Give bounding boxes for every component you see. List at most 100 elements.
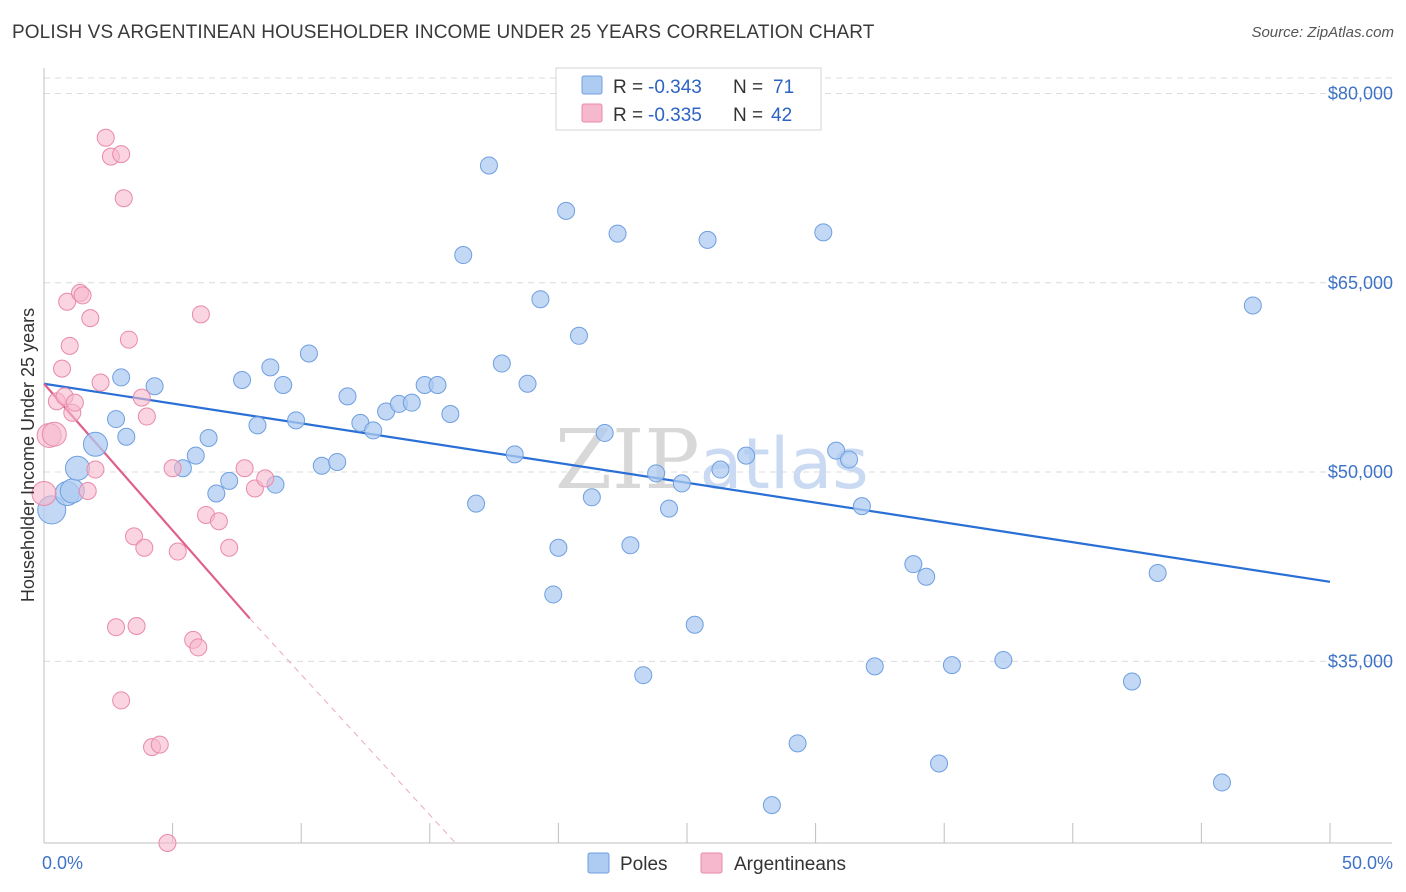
legend-argentineans-r-value: -0.335 bbox=[648, 105, 702, 126]
argentineans-point bbox=[114, 189, 133, 208]
argentineans-point bbox=[168, 542, 187, 561]
poles-point bbox=[698, 230, 717, 249]
watermark: ZIPatlas bbox=[555, 413, 869, 508]
y-tick-labels: $35,000 $50,000 $65,000 $80,000 bbox=[1328, 84, 1393, 672]
series-legend-poles-label: Poles bbox=[620, 854, 668, 875]
poles-point bbox=[505, 445, 524, 464]
poles-point bbox=[994, 651, 1013, 670]
argentineans-point bbox=[209, 512, 228, 531]
poles-point bbox=[917, 567, 936, 586]
argentineans-point bbox=[256, 469, 275, 488]
poles-point bbox=[186, 446, 205, 465]
poles-point bbox=[685, 615, 704, 634]
argentineans-point bbox=[220, 538, 239, 557]
poles-point bbox=[762, 796, 781, 815]
legend-poles-n-label: N = bbox=[733, 77, 763, 98]
poles-point bbox=[904, 555, 923, 574]
poles-point bbox=[557, 201, 576, 220]
argentineans-point bbox=[150, 735, 169, 754]
poles-point bbox=[248, 416, 267, 435]
poles-point bbox=[827, 441, 846, 460]
poles-point bbox=[634, 666, 653, 685]
argentineans-point bbox=[58, 292, 77, 311]
argentineans-point bbox=[31, 481, 57, 507]
argentineans-point bbox=[73, 286, 92, 305]
y-tick-label: $80,000 bbox=[1328, 84, 1393, 104]
poles-point bbox=[364, 421, 383, 440]
poles-point bbox=[1243, 296, 1262, 315]
series-legend-argentineans-swatch bbox=[700, 852, 723, 874]
argentineans-point bbox=[91, 373, 110, 392]
argentineans-point bbox=[125, 527, 144, 546]
poles-point bbox=[328, 452, 347, 471]
poles-point bbox=[582, 488, 601, 507]
chart-title: POLISH VS ARGENTINEAN HOUSEHOLDER INCOME… bbox=[12, 22, 875, 43]
argentineans-point bbox=[163, 459, 182, 478]
argentineans-point bbox=[86, 460, 105, 479]
poles-point bbox=[595, 423, 614, 442]
poles-point bbox=[659, 499, 678, 518]
poles-point bbox=[287, 411, 306, 430]
poles-point bbox=[544, 585, 563, 604]
y-tick-label: $65,000 bbox=[1328, 273, 1393, 293]
poles-point bbox=[107, 410, 126, 429]
argentineans-point bbox=[65, 393, 84, 412]
poles-point bbox=[814, 223, 833, 242]
poles-point bbox=[274, 375, 293, 394]
argentineans-point bbox=[41, 421, 67, 447]
poles-point bbox=[338, 387, 357, 406]
poles-point bbox=[428, 375, 447, 394]
poles-point bbox=[233, 370, 252, 389]
poles-point bbox=[788, 734, 807, 753]
data-points bbox=[31, 128, 1262, 852]
poles-point bbox=[569, 326, 588, 345]
legend-argentineans-n-label: N = bbox=[733, 105, 763, 126]
y-tick-label: $35,000 bbox=[1328, 651, 1393, 671]
argentineans-point bbox=[78, 481, 97, 500]
poles-point bbox=[1148, 563, 1167, 582]
x-tick-label: 0.0% bbox=[42, 853, 83, 873]
argentineans-point bbox=[135, 538, 154, 557]
legend-argentineans-r-label: R = bbox=[613, 105, 643, 126]
axes bbox=[43, 68, 1392, 844]
legend-argentineans-swatch bbox=[581, 103, 603, 123]
x-tick-label: 50.0% bbox=[1342, 853, 1393, 873]
poles-point bbox=[608, 224, 627, 243]
argentineans-point bbox=[107, 618, 126, 637]
argentineans-point bbox=[112, 145, 131, 164]
argentineans-point bbox=[191, 305, 210, 324]
poles-point bbox=[737, 446, 756, 465]
poles-point bbox=[930, 754, 949, 773]
y-axis-label: Householder Income Under 25 years bbox=[18, 308, 38, 602]
legend-poles-r-label: R = bbox=[613, 77, 643, 98]
grid-lines bbox=[44, 77, 1392, 662]
argentineans-point bbox=[127, 616, 146, 635]
argentineans-point bbox=[137, 407, 156, 426]
poles-point bbox=[112, 368, 131, 387]
source-label: Source: ZipAtlas.com bbox=[1251, 24, 1394, 41]
argentineans-point bbox=[132, 388, 151, 407]
poles-point bbox=[852, 497, 871, 516]
poles-point bbox=[1122, 672, 1141, 691]
poles-point bbox=[672, 474, 691, 493]
poles-point bbox=[299, 344, 318, 363]
poles-point bbox=[312, 456, 331, 475]
argentineans-point bbox=[158, 834, 177, 852]
poles-point bbox=[117, 427, 136, 446]
poles-point bbox=[647, 464, 666, 483]
watermark-text: ZIPatlas bbox=[555, 413, 869, 508]
series-legend-poles-swatch bbox=[587, 852, 610, 874]
argentineans-point bbox=[119, 330, 138, 349]
poles-point bbox=[402, 393, 421, 412]
argentineans-point bbox=[189, 638, 208, 657]
argentineans-point bbox=[96, 128, 115, 147]
legend-poles-swatch bbox=[581, 75, 603, 95]
series-legend-argentineans-label: Argentineans bbox=[734, 854, 846, 875]
poles-point bbox=[1212, 773, 1231, 792]
poles-point bbox=[865, 657, 884, 676]
argentineans-point bbox=[60, 336, 79, 355]
poles-point bbox=[549, 538, 568, 557]
argentineans-point bbox=[235, 459, 254, 478]
argentineans-trend-extension bbox=[249, 618, 456, 844]
